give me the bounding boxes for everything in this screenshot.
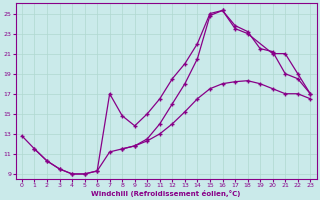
X-axis label: Windchill (Refroidissement éolien,°C): Windchill (Refroidissement éolien,°C) bbox=[92, 190, 241, 197]
